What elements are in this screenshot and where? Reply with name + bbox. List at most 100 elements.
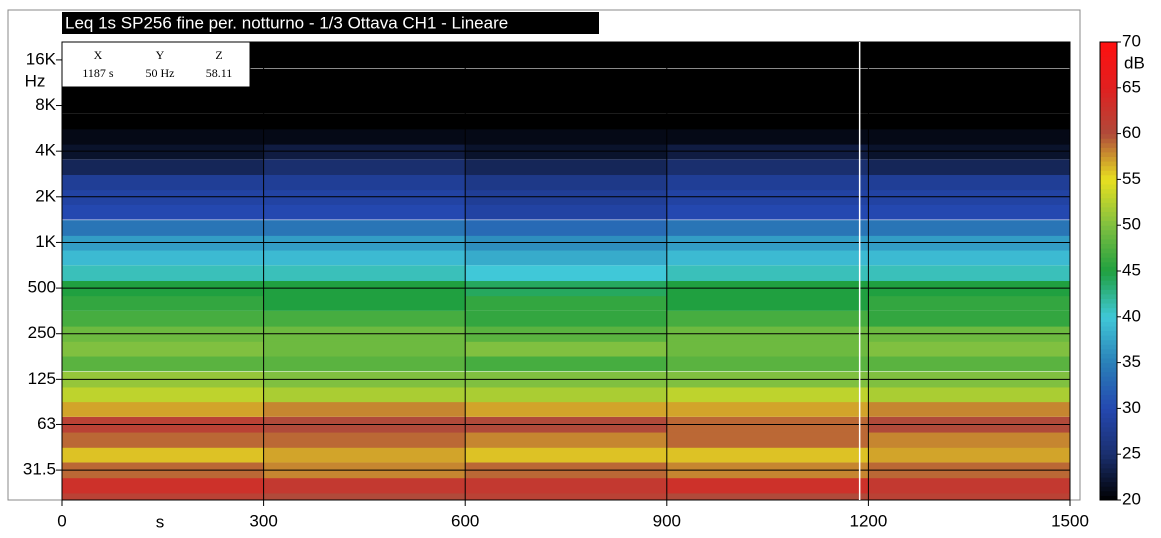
cell [62, 295, 264, 311]
cell [667, 478, 869, 494]
cell [62, 114, 264, 130]
colorbar-segment [1100, 147, 1117, 152]
colorbar-segment [1100, 42, 1117, 47]
y-tick-label: 1K [35, 232, 56, 251]
colorbar-segment [1100, 418, 1117, 423]
cell [868, 447, 1070, 463]
colorbar-segment [1100, 372, 1117, 377]
cursor-value: 50 Hz [146, 66, 175, 80]
cursor-label: Y [156, 48, 165, 62]
colorbar-label: dB [1124, 53, 1145, 72]
cell [465, 114, 667, 130]
cell [465, 478, 667, 494]
colorbar-segment [1100, 230, 1117, 235]
cell [868, 401, 1070, 417]
colorbar-tick-label: 65 [1122, 77, 1141, 96]
cell [667, 355, 869, 371]
cell [62, 341, 264, 357]
colorbar-segment [1100, 473, 1117, 478]
cell [868, 295, 1070, 311]
cell [62, 386, 264, 402]
colorbar-segment [1100, 404, 1117, 409]
colorbar-tick-label: 30 [1122, 398, 1141, 417]
y-tick-label: 63 [37, 414, 56, 433]
colorbar-segment [1100, 427, 1117, 432]
cell [264, 204, 466, 220]
colorbar-segment [1100, 111, 1117, 116]
cell [465, 220, 667, 236]
y-axis-label: Hz [25, 71, 46, 90]
cell [264, 220, 466, 236]
colorbar-segment [1100, 189, 1117, 194]
cell [465, 69, 667, 85]
colorbar-tick-label: 50 [1122, 215, 1141, 234]
cell [868, 341, 1070, 357]
colorbar-segment [1100, 381, 1117, 386]
colorbar-segment [1100, 157, 1117, 162]
cell [868, 386, 1070, 402]
cell [62, 311, 264, 327]
colorbar-segment [1100, 225, 1117, 230]
chart-title: Leq 1s SP256 fine per. notturno - 1/3 Ot… [65, 13, 508, 32]
cell [868, 69, 1070, 85]
colorbar-segment [1100, 69, 1117, 74]
cell [667, 311, 869, 327]
cell [264, 311, 466, 327]
cell [868, 204, 1070, 220]
cell [264, 175, 466, 191]
cell [667, 129, 869, 145]
colorbar-segment [1100, 262, 1117, 267]
colorbar-segment [1100, 92, 1117, 97]
cell [264, 295, 466, 311]
colorbar-segment [1100, 216, 1117, 221]
cell [62, 355, 264, 371]
cell [62, 159, 264, 175]
x-tick-label: 300 [249, 511, 277, 530]
colorbar-segment [1100, 454, 1117, 459]
x-tick-label: 900 [653, 511, 681, 530]
x-tick-label: 1500 [1051, 511, 1089, 530]
colorbar-segment [1100, 340, 1117, 345]
cell [264, 386, 466, 402]
colorbar-segment [1100, 221, 1117, 226]
cell [868, 175, 1070, 191]
cell [667, 83, 869, 99]
cell [667, 114, 869, 130]
cell [465, 129, 667, 145]
colorbar-segment [1100, 175, 1117, 180]
colorbar-segment [1100, 468, 1117, 473]
cell [868, 478, 1070, 494]
cell [667, 295, 869, 311]
colorbar-segment [1100, 170, 1117, 175]
colorbar-segment [1100, 317, 1117, 322]
cell [868, 432, 1070, 448]
cell [667, 175, 869, 191]
colorbar-tick-label: 35 [1122, 352, 1141, 371]
colorbar-segment [1100, 60, 1117, 65]
cell [264, 38, 466, 54]
cell [62, 175, 264, 191]
colorbar-segment [1100, 390, 1117, 395]
x-tick-label: 1200 [849, 511, 887, 530]
cell [868, 129, 1070, 145]
colorbar-segment [1100, 143, 1117, 148]
cell [62, 220, 264, 236]
colorbar-segment [1100, 363, 1117, 368]
colorbar-segment [1100, 74, 1117, 79]
cell [868, 83, 1070, 99]
colorbar-segment [1100, 376, 1117, 381]
colorbar-segment [1100, 486, 1117, 491]
cell [465, 38, 667, 54]
colorbar-segment [1100, 253, 1117, 258]
colorbar-segment [1100, 134, 1117, 139]
cell [465, 341, 667, 357]
cell [264, 159, 466, 175]
colorbar-segment [1100, 321, 1117, 326]
colorbar-segment [1100, 450, 1117, 455]
colorbar-segment [1100, 422, 1117, 427]
cell [62, 432, 264, 448]
cursor-label: Z [215, 48, 222, 62]
colorbar-segment [1100, 106, 1117, 111]
cell [465, 159, 667, 175]
cell [868, 311, 1070, 327]
